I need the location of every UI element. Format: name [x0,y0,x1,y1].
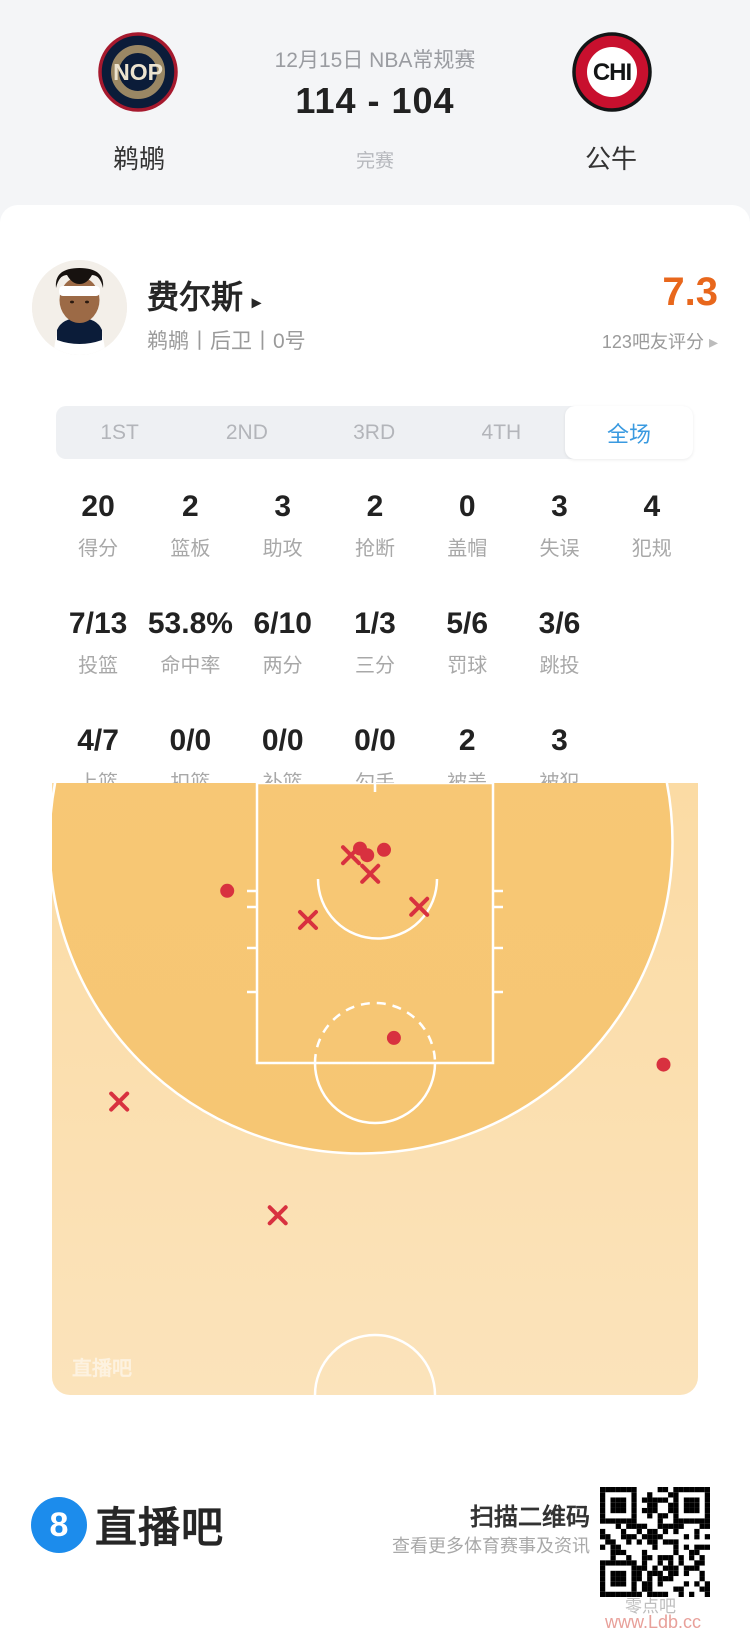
svg-text:NOP: NOP [113,59,163,85]
svg-text:直播吧: 直播吧 [72,1356,132,1380]
svg-text:CHI: CHI [593,59,632,86]
